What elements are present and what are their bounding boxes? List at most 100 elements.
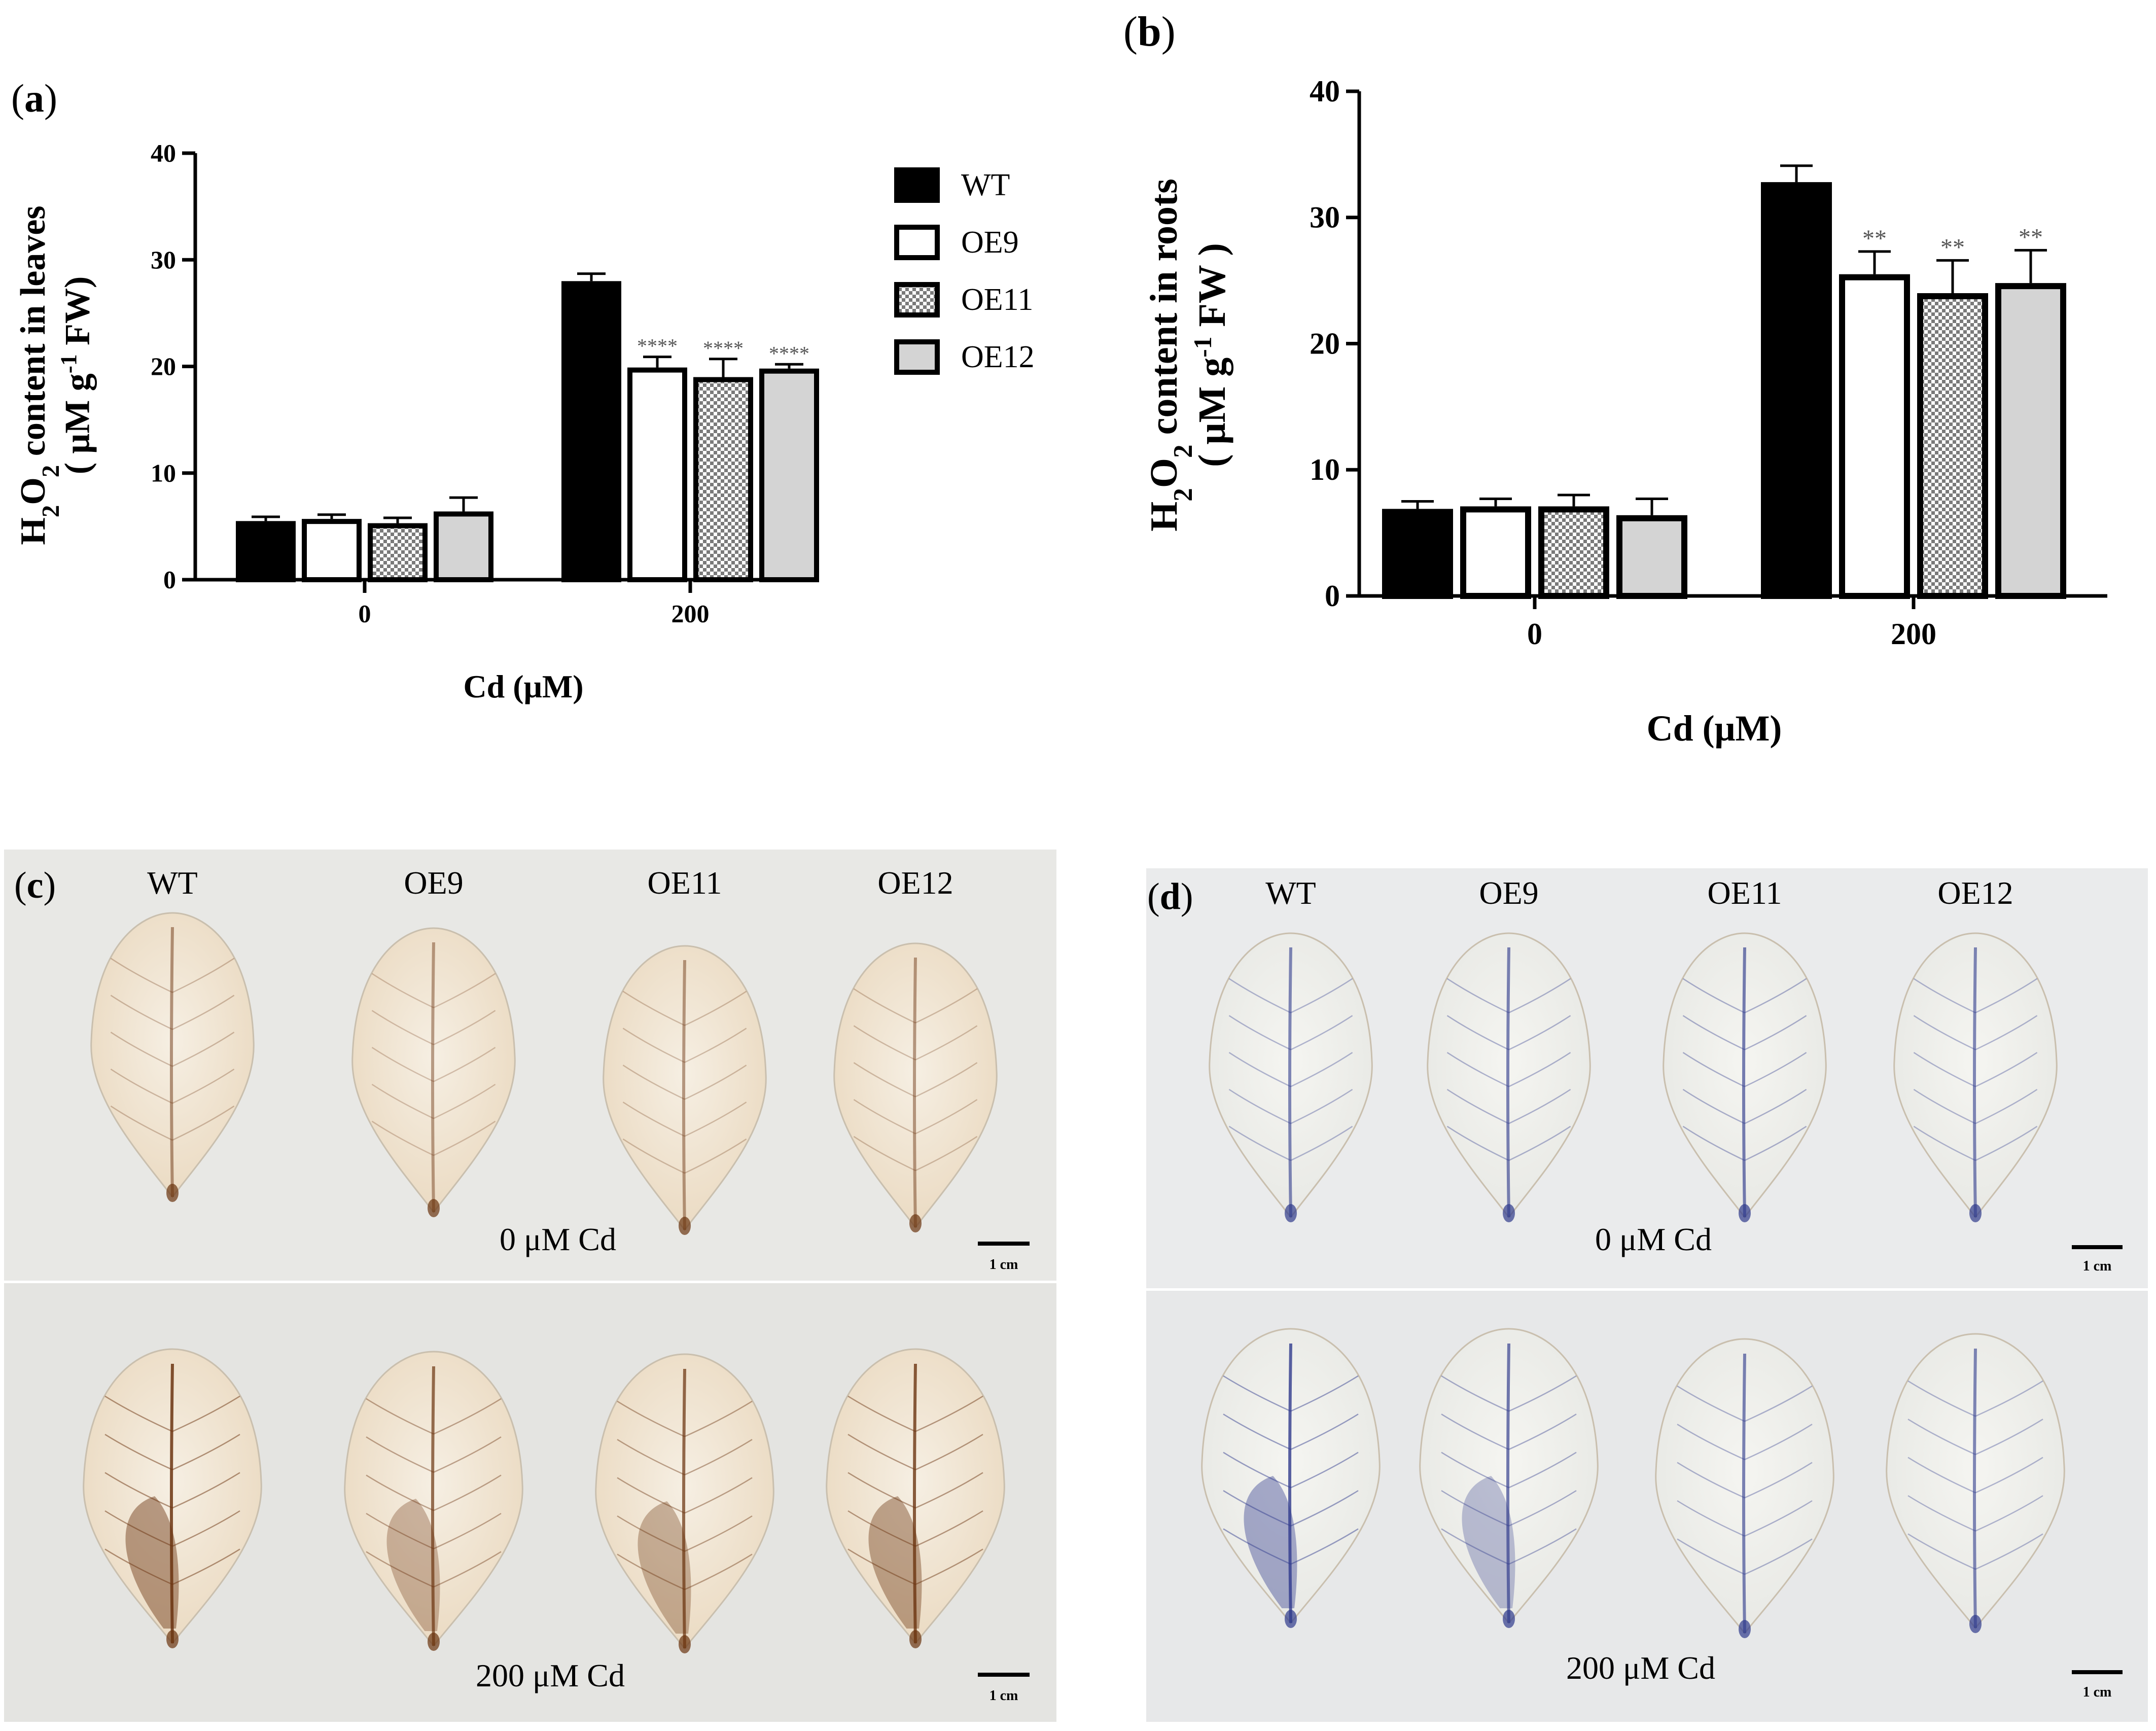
panel-b-label: (b) xyxy=(1123,8,1176,55)
panel-b-y-axis-title: H2O2 content in roots( μM g-1 FW ) xyxy=(1143,179,1233,532)
panel-b-x-axis-title: Cd (μM) xyxy=(1647,708,1782,749)
genotype-label-oe12: OE12 xyxy=(877,865,953,901)
panel-d-caption-200-cd: 200 μM Cd xyxy=(1566,1650,1715,1686)
y-title-line-2: ( μM g-1 FW ) xyxy=(1189,243,1234,467)
genotype-label-wt: WT xyxy=(147,865,198,901)
y-tick-label-40: 40 xyxy=(151,139,176,167)
panel-b-bar-chart: (b) H2O2 content in roots( μM g-1 FW ) 0… xyxy=(1123,8,2107,749)
panel-b-axes: 0 10 20 30 40 0 200 xyxy=(1310,75,2107,651)
y-title-line-1: H2O2 content in leaves xyxy=(14,205,64,545)
svg-text:1 cm: 1 cm xyxy=(2083,1684,2112,1700)
legend-swatch-oe12 xyxy=(894,339,940,375)
x-tick-label-200: 200 xyxy=(1891,617,1936,651)
chart-legend: WT OE9 OE11 OE12 xyxy=(894,167,1035,375)
bar-oe12-200 xyxy=(1995,283,2066,599)
bar-wt-200 xyxy=(561,281,621,582)
significance-oe12-200: ** xyxy=(2019,224,2043,251)
genotype-label-oe11: OE11 xyxy=(648,865,722,901)
y-tick-label-0: 0 xyxy=(163,566,176,594)
y-tick-label-40: 40 xyxy=(1310,75,1340,108)
leaf-oe11-200-cd xyxy=(595,1353,774,1653)
leaf-wt-200-cd xyxy=(1201,1328,1381,1628)
y-tick-label-10: 10 xyxy=(1310,453,1340,486)
bar-oe9-0 xyxy=(302,519,362,582)
panel-d-genotype-labels: WT OE9 OE11 OE12 xyxy=(1265,875,2013,911)
bar-wt-0 xyxy=(1382,509,1453,599)
svg-text:1 cm: 1 cm xyxy=(2083,1258,2112,1274)
leaf-wt-200-cd xyxy=(83,1348,262,1648)
panel-a-y-axis-title: H2O2 content in leaves( μM g-1 FW) xyxy=(14,205,97,545)
y-title-line-1: H2O2 content in roots xyxy=(1143,179,1198,532)
panel-c-scale-bar-bottom: 1 cm xyxy=(978,1673,1030,1704)
panel-c-genotype-labels: WT OE9 OE11 OE12 xyxy=(147,865,953,901)
leaf-oe9-0-cd xyxy=(1427,932,1591,1222)
legend-label-oe11: OE11 xyxy=(961,282,1033,317)
y-tick-label-10: 10 xyxy=(151,458,176,487)
bar-wt-200 xyxy=(1761,182,1832,599)
leaf-oe11-200-cd xyxy=(1655,1338,1834,1638)
x-tick-label-200: 200 xyxy=(671,599,710,628)
leaf-wt-0-cd xyxy=(90,912,255,1202)
y-tick-label-0: 0 xyxy=(1325,579,1340,613)
significance-oe12-200: **** xyxy=(769,342,809,365)
genotype-label-oe11: OE11 xyxy=(1708,875,1782,911)
panel-d-label: (d) xyxy=(1147,876,1193,917)
svg-text:1 cm: 1 cm xyxy=(989,1688,1018,1704)
x-tick-label-0: 0 xyxy=(359,599,371,628)
bar-oe9-200 xyxy=(1839,274,1910,599)
leaf-wt-0-cd xyxy=(1209,932,1373,1222)
leaf-oe9-0-cd xyxy=(351,927,516,1217)
panel-d-scale-bar-top: 1 cm xyxy=(2072,1245,2123,1274)
bar-oe9-0 xyxy=(1460,506,1531,599)
x-tick-label-0: 0 xyxy=(1527,617,1542,651)
bar-oe12-0 xyxy=(1616,515,1687,599)
leaf-oe9-200-cd xyxy=(344,1351,523,1651)
bar-oe11-0 xyxy=(1538,506,1609,599)
panel-d-scale-bar-bottom: 1 cm xyxy=(2072,1670,2123,1700)
significance-oe11-200: ** xyxy=(1940,234,1965,261)
bar-oe12-200 xyxy=(759,368,819,583)
panel-a-bar-chart: (a) H2O2 content in leaves( μM g-1 FW) 0… xyxy=(11,76,819,704)
legend-label-oe9: OE9 xyxy=(961,225,1019,260)
leaf-oe11-0-cd xyxy=(1663,932,1827,1222)
significance-oe9-200: ** xyxy=(1862,225,1887,252)
y-tick-label-20: 20 xyxy=(151,352,176,380)
panel-a-label: (a) xyxy=(11,76,57,120)
leaf-oe12-200-cd xyxy=(1886,1333,2065,1633)
bar-oe12-0 xyxy=(434,511,493,582)
panel-c-caption-0-cd: 0 μM Cd xyxy=(500,1221,616,1257)
panel-a-bars: **** **** **** xyxy=(236,272,819,583)
leaf-oe12-0-cd xyxy=(833,942,998,1232)
genotype-label-oe9: OE9 xyxy=(404,865,463,901)
panel-c-scale-bar-top: 1 cm xyxy=(978,1242,1030,1273)
bar-wt-0 xyxy=(236,521,296,583)
genotype-label-oe12: OE12 xyxy=(1937,875,2013,911)
legend-swatch-wt xyxy=(894,167,940,203)
significance-oe11-200: **** xyxy=(703,337,744,360)
genotype-label-wt: WT xyxy=(1265,875,1316,911)
bar-oe11-200 xyxy=(693,377,753,583)
panel-c-leaves xyxy=(83,912,1005,1653)
panel-c-label: (c) xyxy=(14,865,56,906)
svg-text:1 cm: 1 cm xyxy=(989,1257,1018,1273)
significance-oe9-200: **** xyxy=(637,335,678,358)
leaf-oe12-0-cd xyxy=(1893,932,2058,1222)
y-tick-label-20: 20 xyxy=(1310,327,1340,360)
legend-swatch-oe11 xyxy=(894,282,940,317)
panel-b-bars: ** ** ** xyxy=(1382,164,2066,599)
leaf-oe9-200-cd xyxy=(1419,1328,1599,1628)
bar-oe11-200 xyxy=(1917,293,1988,599)
bar-oe9-200 xyxy=(627,367,687,582)
legend-label-oe12: OE12 xyxy=(961,340,1035,374)
y-tick-label-30: 30 xyxy=(151,245,176,274)
y-title-line-2: ( μM g-1 FW) xyxy=(55,276,97,475)
panel-d-caption-0-cd: 0 μM Cd xyxy=(1595,1221,1712,1257)
legend-swatch-oe9 xyxy=(894,225,940,260)
panel-d-nbt-staining-photo: (d) WT OE9 OE11 OE12 0 μM Cd 200 μM Cd 1 cm… xyxy=(1146,868,2148,1722)
panel-a-x-axis-title: Cd (μM) xyxy=(463,668,583,704)
leaf-oe12-200-cd xyxy=(826,1348,1005,1648)
leaf-oe11-0-cd xyxy=(603,945,767,1235)
bar-oe11-0 xyxy=(368,523,428,583)
panel-a-axes: 0 10 20 30 40 0 200 xyxy=(151,139,819,628)
